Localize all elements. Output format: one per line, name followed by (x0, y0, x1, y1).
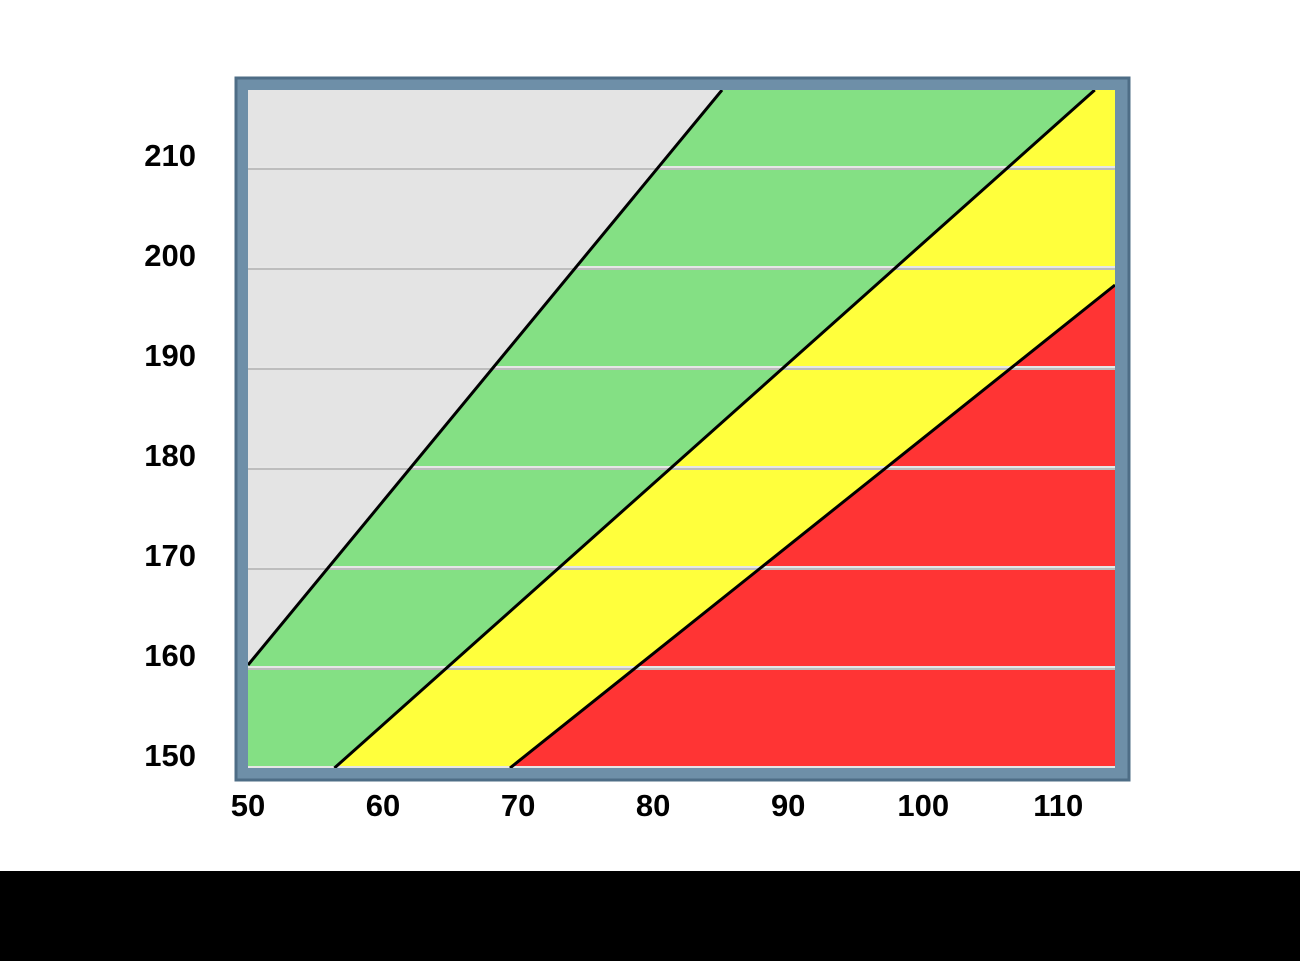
boundary-line (333, 90, 1096, 768)
x-tick-label: 100 (897, 788, 949, 823)
x-tick-label: 60 (366, 788, 400, 823)
x-tick-label: 90 (771, 788, 805, 823)
footer-band (0, 871, 1300, 961)
x-tick-label: 50 (231, 788, 265, 823)
x-tick-label: 70 (501, 788, 535, 823)
y-tick-label: 150 (144, 738, 196, 773)
y-tick-label: 170 (144, 538, 196, 573)
y-tick-label: 160 (144, 638, 196, 673)
y-tick-label: 200 (144, 238, 196, 273)
zone (248, 90, 1115, 768)
boundary-line (509, 283, 1115, 768)
y-tick-label: 180 (144, 438, 196, 473)
y-tick-label: 190 (144, 338, 196, 373)
x-tick-label: 80 (636, 788, 670, 823)
x-tick-label: 110 (1033, 788, 1083, 823)
y-tick-label: 210 (144, 138, 196, 173)
plot-area (248, 90, 1115, 768)
boundary-line (248, 90, 724, 666)
